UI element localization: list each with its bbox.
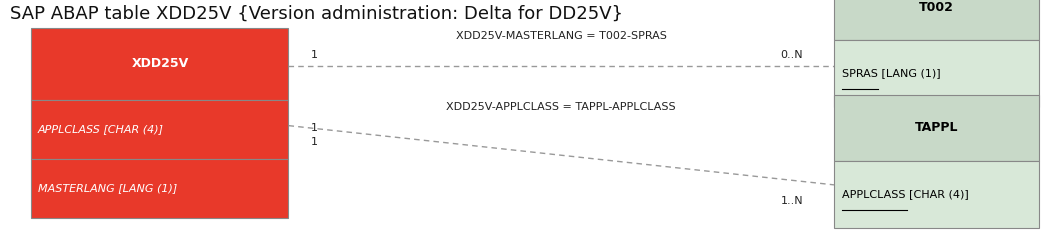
FancyBboxPatch shape: [834, 161, 1039, 228]
Text: SAP ABAP table XDD25V {Version administration: Delta for DD25V}: SAP ABAP table XDD25V {Version administr…: [10, 5, 623, 23]
Text: TAPPL: TAPPL: [915, 122, 958, 134]
Text: APPLCLASS [CHAR (4)]: APPLCLASS [CHAR (4)]: [842, 189, 969, 199]
Text: XDD25V-MASTERLANG = T002-SPRAS: XDD25V-MASTERLANG = T002-SPRAS: [455, 31, 667, 41]
Text: XDD25V-APPLCLASS = TAPPL-APPLCLASS: XDD25V-APPLCLASS = TAPPL-APPLCLASS: [447, 102, 676, 112]
Text: 1..N: 1..N: [780, 196, 804, 206]
Text: 1: 1: [312, 123, 318, 133]
FancyBboxPatch shape: [31, 159, 288, 218]
Text: APPLCLASS [CHAR (4)]: APPLCLASS [CHAR (4)]: [38, 124, 164, 134]
Text: 1: 1: [312, 137, 318, 147]
FancyBboxPatch shape: [834, 40, 1039, 107]
FancyBboxPatch shape: [31, 28, 288, 100]
Text: T002: T002: [919, 1, 954, 14]
FancyBboxPatch shape: [834, 95, 1039, 161]
Text: SPRAS [LANG (1)]: SPRAS [LANG (1)]: [842, 68, 941, 78]
FancyBboxPatch shape: [834, 0, 1039, 40]
Text: 0..N: 0..N: [780, 50, 804, 59]
Text: 1: 1: [312, 50, 318, 59]
Text: XDD25V: XDD25V: [131, 58, 189, 70]
Text: MASTERLANG [LANG (1)]: MASTERLANG [LANG (1)]: [38, 183, 177, 193]
FancyBboxPatch shape: [31, 100, 288, 159]
